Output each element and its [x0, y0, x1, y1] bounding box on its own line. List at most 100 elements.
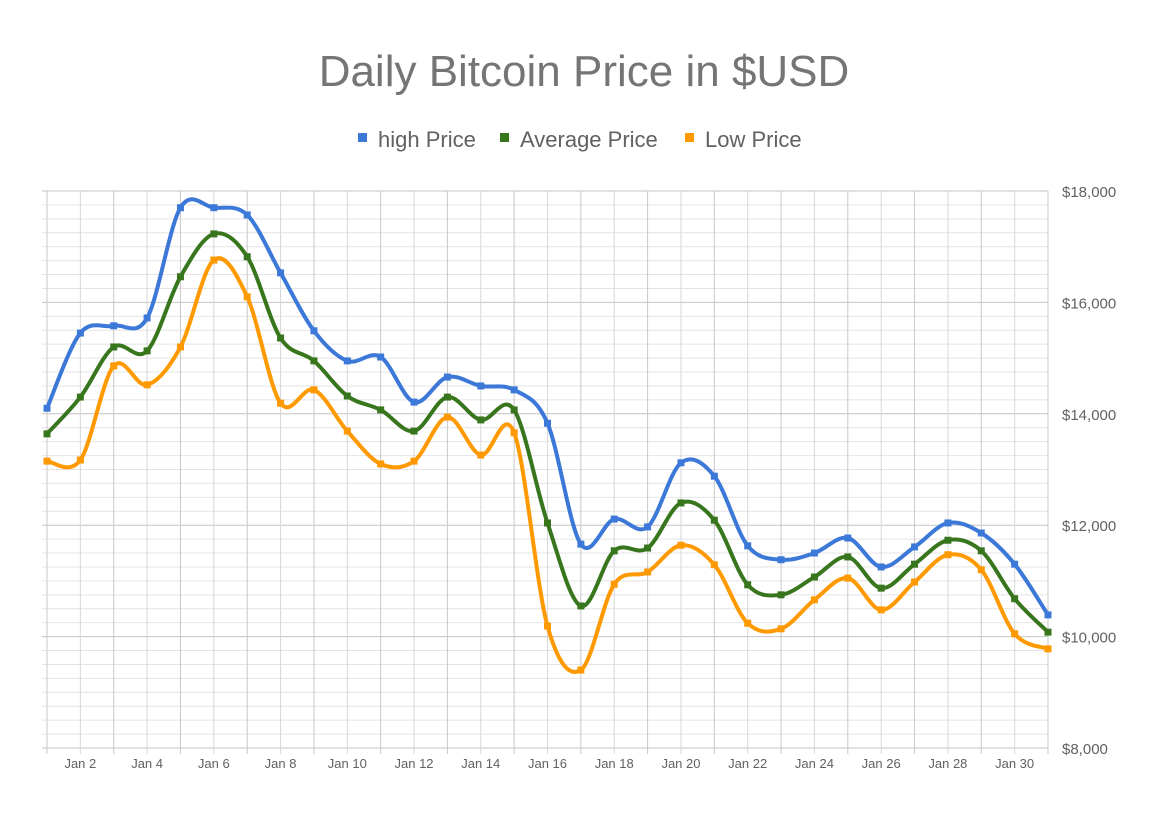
data-point — [810, 549, 818, 557]
data-point — [277, 334, 285, 342]
data-point — [210, 230, 218, 238]
y-tick-label: $10,000 — [1062, 630, 1116, 647]
data-point — [443, 373, 451, 381]
data-point — [410, 457, 418, 465]
data-point — [243, 211, 251, 219]
x-tick-label: Jan 24 — [795, 756, 834, 771]
data-point — [911, 560, 919, 568]
data-point — [777, 591, 785, 599]
data-point — [410, 427, 418, 435]
legend-label: Average Price — [520, 127, 658, 152]
data-point — [577, 666, 585, 674]
data-point — [277, 269, 285, 277]
data-point — [377, 406, 385, 414]
data-point — [844, 574, 852, 582]
x-tick-label: Jan 8 — [265, 756, 297, 771]
data-point — [1044, 611, 1052, 619]
y-tick-label: $16,000 — [1062, 295, 1116, 312]
data-point — [644, 568, 652, 576]
data-point — [810, 573, 818, 581]
data-point — [310, 327, 318, 335]
data-point — [544, 419, 551, 427]
data-point — [777, 556, 785, 564]
data-point — [544, 519, 551, 527]
data-point — [76, 329, 84, 337]
data-point — [844, 553, 852, 561]
data-point — [810, 596, 818, 604]
data-point — [710, 472, 718, 480]
x-tick-label: Jan 28 — [928, 756, 967, 771]
data-point — [944, 536, 952, 544]
x-tick-label: Jan 6 — [198, 756, 230, 771]
data-point — [844, 534, 852, 542]
legend-label: Low Price — [705, 127, 802, 152]
data-point — [110, 362, 118, 370]
x-tick-label: Jan 22 — [728, 756, 767, 771]
data-point — [477, 382, 485, 390]
data-point — [443, 413, 451, 421]
data-point — [777, 625, 785, 633]
y-tick-label: $18,000 — [1062, 184, 1116, 201]
data-point — [110, 343, 118, 351]
chart-title: Daily Bitcoin Price in $USD — [319, 47, 850, 96]
data-point — [343, 357, 351, 365]
data-point — [510, 386, 518, 394]
x-tick-label: Jan 18 — [595, 756, 634, 771]
data-point — [610, 580, 618, 588]
data-point — [911, 543, 919, 551]
data-point — [43, 430, 51, 438]
x-tick-label: Jan 2 — [64, 756, 96, 771]
x-tick-label: Jan 4 — [131, 756, 163, 771]
data-point — [210, 256, 218, 264]
data-point — [677, 541, 685, 549]
data-point — [76, 456, 84, 464]
data-point — [443, 393, 451, 401]
data-point — [143, 381, 151, 389]
data-point — [677, 499, 685, 507]
data-point — [210, 204, 218, 212]
data-point — [76, 393, 84, 401]
data-point — [143, 347, 151, 355]
data-point — [377, 353, 385, 361]
x-tick-label: Jan 20 — [661, 756, 700, 771]
data-point — [410, 398, 418, 406]
data-point — [343, 427, 351, 435]
data-point — [911, 578, 919, 586]
x-tick-label: Jan 14 — [461, 756, 500, 771]
x-tick-label: Jan 12 — [395, 756, 434, 771]
data-point — [744, 542, 752, 550]
x-tick-label: Jan 30 — [995, 756, 1034, 771]
data-point — [677, 459, 685, 467]
data-point — [644, 544, 652, 552]
y-tick-label: $12,000 — [1062, 518, 1116, 535]
x-axis: Jan 2 Jan 4 Jan 6 Jan 8 Jan 10 Jan 12 Jan 14 Ja… — [64, 756, 1034, 771]
data-point — [744, 619, 752, 627]
x-tick-label: Jan 26 — [862, 756, 901, 771]
legend: high Price Average Price Low Price — [358, 127, 802, 152]
data-point — [944, 551, 952, 559]
data-point — [277, 399, 285, 407]
data-point — [577, 540, 585, 548]
legend-swatch — [685, 133, 694, 142]
data-point — [644, 523, 652, 531]
data-point — [977, 566, 985, 574]
data-point — [710, 561, 718, 569]
data-point — [477, 451, 485, 459]
data-point — [43, 457, 51, 465]
data-point — [877, 563, 885, 571]
data-point — [977, 547, 985, 555]
data-point — [310, 357, 318, 365]
series-group — [43, 197, 1052, 674]
data-point — [977, 529, 985, 537]
data-point — [1011, 560, 1019, 568]
y-tick-label: $14,000 — [1062, 407, 1116, 424]
data-point — [43, 404, 51, 412]
y-axis: $8,000 $10,000 $12,000 $14,000 $16,000 $18,00… — [1062, 184, 1116, 758]
legend-label: high Price — [378, 127, 476, 152]
data-point — [944, 519, 952, 527]
data-point — [310, 386, 318, 394]
data-point — [110, 322, 118, 330]
data-point — [1011, 595, 1019, 603]
data-point — [577, 602, 585, 610]
